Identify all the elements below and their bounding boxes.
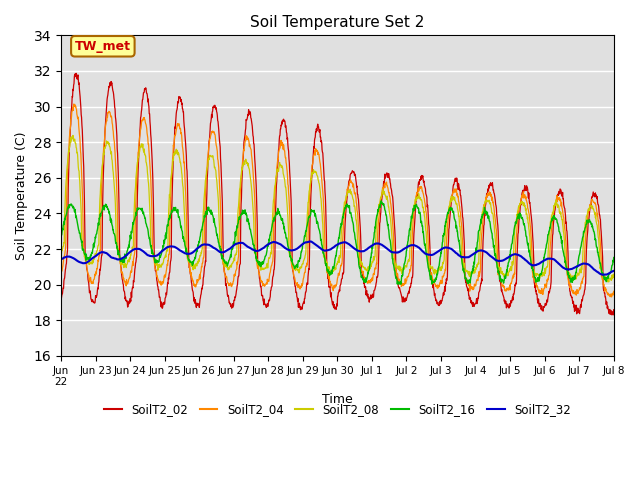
SoilT2_08: [57, 252, 65, 258]
SoilT2_32: [313, 242, 321, 248]
SoilT2_16: [604, 275, 611, 281]
Line: SoilT2_16: SoilT2_16: [61, 201, 614, 284]
SoilT2_08: [603, 276, 611, 282]
SoilT2_04: [610, 288, 618, 294]
X-axis label: Time: Time: [322, 393, 353, 406]
SoilT2_02: [610, 307, 618, 312]
SoilT2_02: [608, 312, 616, 318]
SoilT2_02: [72, 71, 80, 76]
Line: SoilT2_32: SoilT2_32: [61, 241, 614, 275]
SoilT2_32: [143, 252, 151, 258]
SoilT2_32: [57, 256, 65, 262]
SoilT2_04: [57, 271, 65, 277]
SoilT2_32: [323, 248, 331, 253]
SoilT2_08: [468, 271, 476, 277]
SoilT2_16: [57, 235, 65, 240]
SoilT2_16: [378, 198, 385, 204]
SoilT2_04: [144, 135, 152, 141]
SoilT2_08: [313, 172, 321, 178]
SoilT2_08: [605, 279, 612, 285]
SoilT2_08: [323, 260, 331, 266]
SoilT2_16: [323, 266, 331, 272]
SoilT2_04: [608, 294, 616, 300]
Line: SoilT2_02: SoilT2_02: [61, 73, 614, 315]
SoilT2_16: [468, 270, 476, 276]
SoilT2_32: [610, 268, 618, 274]
SoilT2_32: [599, 272, 607, 277]
Y-axis label: Soil Temperature (C): Soil Temperature (C): [15, 132, 28, 260]
SoilT2_08: [549, 211, 557, 216]
Text: TW_met: TW_met: [75, 40, 131, 53]
SoilT2_04: [549, 214, 557, 220]
SoilT2_32: [307, 239, 314, 244]
Line: SoilT2_08: SoilT2_08: [61, 135, 614, 282]
SoilT2_02: [549, 231, 557, 237]
SoilT2_04: [468, 284, 476, 289]
Legend: SoilT2_02, SoilT2_04, SoilT2_08, SoilT2_16, SoilT2_32: SoilT2_02, SoilT2_04, SoilT2_08, SoilT2_…: [99, 398, 575, 420]
SoilT2_02: [323, 267, 331, 273]
SoilT2_16: [610, 254, 618, 260]
SoilT2_16: [143, 225, 151, 231]
SoilT2_08: [144, 173, 152, 179]
SoilT2_04: [70, 101, 77, 107]
SoilT2_04: [323, 270, 331, 276]
SoilT2_02: [57, 293, 65, 299]
SoilT2_02: [313, 128, 321, 134]
Line: SoilT2_04: SoilT2_04: [61, 104, 614, 297]
SoilT2_32: [468, 252, 476, 258]
SoilT2_02: [144, 99, 152, 105]
SoilT2_02: [468, 301, 476, 307]
SoilT2_32: [604, 271, 611, 277]
SoilT2_16: [397, 281, 404, 287]
SoilT2_08: [69, 132, 77, 138]
SoilT2_16: [549, 214, 557, 219]
SoilT2_02: [603, 300, 611, 305]
SoilT2_04: [603, 290, 611, 296]
SoilT2_08: [610, 271, 618, 277]
SoilT2_16: [312, 216, 320, 222]
SoilT2_32: [549, 256, 557, 262]
Title: Soil Temperature Set 2: Soil Temperature Set 2: [250, 15, 424, 30]
SoilT2_04: [313, 148, 321, 154]
